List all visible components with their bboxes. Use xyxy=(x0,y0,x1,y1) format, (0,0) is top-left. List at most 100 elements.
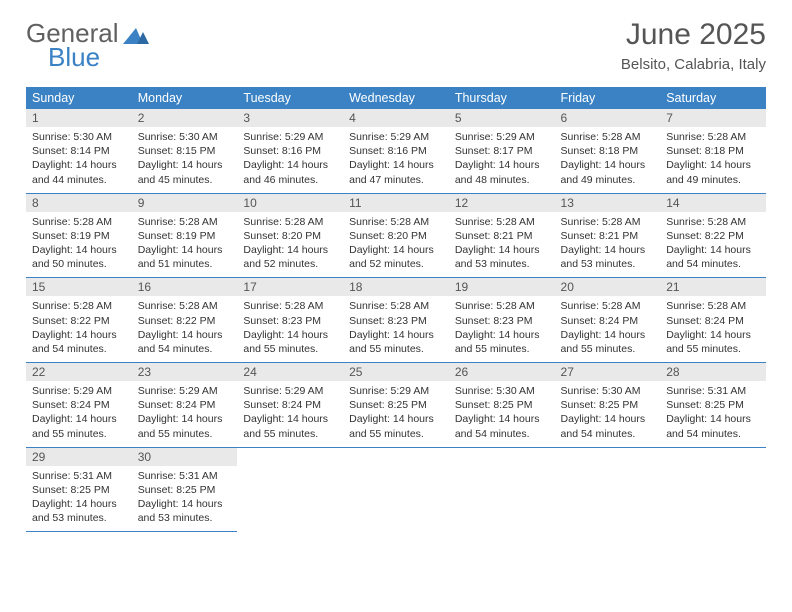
calendar-day-cell: 22Sunrise: 5:29 AMSunset: 8:24 PMDayligh… xyxy=(26,363,132,448)
calendar-day-cell: 3Sunrise: 5:29 AMSunset: 8:16 PMDaylight… xyxy=(237,109,343,193)
day-number: 22 xyxy=(26,363,132,381)
calendar-day-cell: 30Sunrise: 5:31 AMSunset: 8:25 PMDayligh… xyxy=(132,447,238,532)
calendar-week-row: 15Sunrise: 5:28 AMSunset: 8:22 PMDayligh… xyxy=(26,278,766,363)
daylight-line: Daylight: 14 hours and 55 minutes. xyxy=(666,328,760,356)
calendar-day-cell: 20Sunrise: 5:28 AMSunset: 8:24 PMDayligh… xyxy=(555,278,661,363)
sunrise-line: Sunrise: 5:28 AM xyxy=(455,215,549,229)
weekday-header: Wednesday xyxy=(343,87,449,109)
sunset-line: Sunset: 8:19 PM xyxy=(138,229,232,243)
day-details: Sunrise: 5:28 AMSunset: 8:23 PMDaylight:… xyxy=(343,296,449,362)
location-text: Belsito, Calabria, Italy xyxy=(621,56,766,73)
sunrise-line: Sunrise: 5:30 AM xyxy=(138,130,232,144)
sunset-line: Sunset: 8:23 PM xyxy=(349,314,443,328)
day-number: 19 xyxy=(449,278,555,296)
day-number: 17 xyxy=(237,278,343,296)
calendar-day-cell: 18Sunrise: 5:28 AMSunset: 8:23 PMDayligh… xyxy=(343,278,449,363)
day-number: 4 xyxy=(343,109,449,127)
calendar-day-cell: 23Sunrise: 5:29 AMSunset: 8:24 PMDayligh… xyxy=(132,363,238,448)
sunset-line: Sunset: 8:22 PM xyxy=(32,314,126,328)
daylight-line: Daylight: 14 hours and 54 minutes. xyxy=(561,412,655,440)
day-number: 15 xyxy=(26,278,132,296)
sunset-line: Sunset: 8:22 PM xyxy=(666,229,760,243)
sunset-line: Sunset: 8:24 PM xyxy=(561,314,655,328)
daylight-line: Daylight: 14 hours and 48 minutes. xyxy=(455,158,549,186)
sunrise-line: Sunrise: 5:31 AM xyxy=(666,384,760,398)
sunset-line: Sunset: 8:25 PM xyxy=(138,483,232,497)
day-details: Sunrise: 5:29 AMSunset: 8:16 PMDaylight:… xyxy=(237,127,343,193)
weekday-header-row: Sunday Monday Tuesday Wednesday Thursday… xyxy=(26,87,766,109)
calendar-day-cell: 29Sunrise: 5:31 AMSunset: 8:25 PMDayligh… xyxy=(26,447,132,532)
sunset-line: Sunset: 8:21 PM xyxy=(455,229,549,243)
calendar-day-cell: .. xyxy=(449,447,555,532)
day-number: 1 xyxy=(26,109,132,127)
sunset-line: Sunset: 8:25 PM xyxy=(561,398,655,412)
sunrise-line: Sunrise: 5:29 AM xyxy=(138,384,232,398)
day-details: Sunrise: 5:28 AMSunset: 8:22 PMDaylight:… xyxy=(26,296,132,362)
daylight-line: Daylight: 14 hours and 47 minutes. xyxy=(349,158,443,186)
calendar-day-cell: 12Sunrise: 5:28 AMSunset: 8:21 PMDayligh… xyxy=(449,193,555,278)
day-number: 13 xyxy=(555,194,661,212)
calendar-day-cell: .. xyxy=(343,447,449,532)
sunset-line: Sunset: 8:16 PM xyxy=(243,144,337,158)
sunset-line: Sunset: 8:20 PM xyxy=(243,229,337,243)
calendar-day-cell: 28Sunrise: 5:31 AMSunset: 8:25 PMDayligh… xyxy=(660,363,766,448)
daylight-line: Daylight: 14 hours and 49 minutes. xyxy=(666,158,760,186)
day-number: 3 xyxy=(237,109,343,127)
day-details: Sunrise: 5:28 AMSunset: 8:20 PMDaylight:… xyxy=(237,212,343,278)
day-number: 9 xyxy=(132,194,238,212)
day-details: Sunrise: 5:29 AMSunset: 8:25 PMDaylight:… xyxy=(343,381,449,447)
daylight-line: Daylight: 14 hours and 53 minutes. xyxy=(32,497,126,525)
day-details: Sunrise: 5:29 AMSunset: 8:17 PMDaylight:… xyxy=(449,127,555,193)
calendar-day-cell: 16Sunrise: 5:28 AMSunset: 8:22 PMDayligh… xyxy=(132,278,238,363)
day-details: Sunrise: 5:29 AMSunset: 8:24 PMDaylight:… xyxy=(237,381,343,447)
day-number: 30 xyxy=(132,448,238,466)
day-details: Sunrise: 5:28 AMSunset: 8:22 PMDaylight:… xyxy=(132,296,238,362)
calendar-day-cell: 14Sunrise: 5:28 AMSunset: 8:22 PMDayligh… xyxy=(660,193,766,278)
day-number: 14 xyxy=(660,194,766,212)
daylight-line: Daylight: 14 hours and 55 minutes. xyxy=(32,412,126,440)
day-details: Sunrise: 5:28 AMSunset: 8:24 PMDaylight:… xyxy=(660,296,766,362)
daylight-line: Daylight: 14 hours and 55 minutes. xyxy=(455,328,549,356)
calendar-day-cell: 24Sunrise: 5:29 AMSunset: 8:24 PMDayligh… xyxy=(237,363,343,448)
daylight-line: Daylight: 14 hours and 54 minutes. xyxy=(666,412,760,440)
daylight-line: Daylight: 14 hours and 54 minutes. xyxy=(455,412,549,440)
month-title: June 2025 xyxy=(621,18,766,52)
day-details: Sunrise: 5:31 AMSunset: 8:25 PMDaylight:… xyxy=(660,381,766,447)
brand-logo: General Blue xyxy=(26,18,149,49)
sunrise-line: Sunrise: 5:28 AM xyxy=(666,299,760,313)
sunrise-line: Sunrise: 5:29 AM xyxy=(455,130,549,144)
day-details: Sunrise: 5:30 AMSunset: 8:15 PMDaylight:… xyxy=(132,127,238,193)
sunset-line: Sunset: 8:18 PM xyxy=(666,144,760,158)
day-details: Sunrise: 5:28 AMSunset: 8:19 PMDaylight:… xyxy=(26,212,132,278)
daylight-line: Daylight: 14 hours and 55 minutes. xyxy=(243,412,337,440)
daylight-line: Daylight: 14 hours and 54 minutes. xyxy=(138,328,232,356)
calendar-day-cell: .. xyxy=(237,447,343,532)
sunset-line: Sunset: 8:16 PM xyxy=(349,144,443,158)
day-number: 23 xyxy=(132,363,238,381)
daylight-line: Daylight: 14 hours and 52 minutes. xyxy=(243,243,337,271)
calendar-day-cell: 5Sunrise: 5:29 AMSunset: 8:17 PMDaylight… xyxy=(449,109,555,193)
calendar-day-cell: 11Sunrise: 5:28 AMSunset: 8:20 PMDayligh… xyxy=(343,193,449,278)
sunset-line: Sunset: 8:25 PM xyxy=(666,398,760,412)
calendar-week-row: 8Sunrise: 5:28 AMSunset: 8:19 PMDaylight… xyxy=(26,193,766,278)
sunrise-line: Sunrise: 5:28 AM xyxy=(666,215,760,229)
day-details: Sunrise: 5:31 AMSunset: 8:25 PMDaylight:… xyxy=(132,466,238,532)
day-number: 26 xyxy=(449,363,555,381)
day-details: Sunrise: 5:30 AMSunset: 8:25 PMDaylight:… xyxy=(555,381,661,447)
day-details: Sunrise: 5:28 AMSunset: 8:18 PMDaylight:… xyxy=(660,127,766,193)
header: General Blue June 2025 Belsito, Calabria… xyxy=(26,18,766,73)
daylight-line: Daylight: 14 hours and 50 minutes. xyxy=(32,243,126,271)
day-details: Sunrise: 5:28 AMSunset: 8:20 PMDaylight:… xyxy=(343,212,449,278)
sunrise-line: Sunrise: 5:28 AM xyxy=(138,299,232,313)
daylight-line: Daylight: 14 hours and 54 minutes. xyxy=(32,328,126,356)
sunrise-line: Sunrise: 5:28 AM xyxy=(349,215,443,229)
sunset-line: Sunset: 8:24 PM xyxy=(138,398,232,412)
calendar-week-row: 1Sunrise: 5:30 AMSunset: 8:14 PMDaylight… xyxy=(26,109,766,193)
day-number: 7 xyxy=(660,109,766,127)
sunset-line: Sunset: 8:23 PM xyxy=(243,314,337,328)
daylight-line: Daylight: 14 hours and 45 minutes. xyxy=(138,158,232,186)
sunrise-line: Sunrise: 5:28 AM xyxy=(32,299,126,313)
day-number: 16 xyxy=(132,278,238,296)
sunrise-line: Sunrise: 5:28 AM xyxy=(32,215,126,229)
sunset-line: Sunset: 8:18 PM xyxy=(561,144,655,158)
